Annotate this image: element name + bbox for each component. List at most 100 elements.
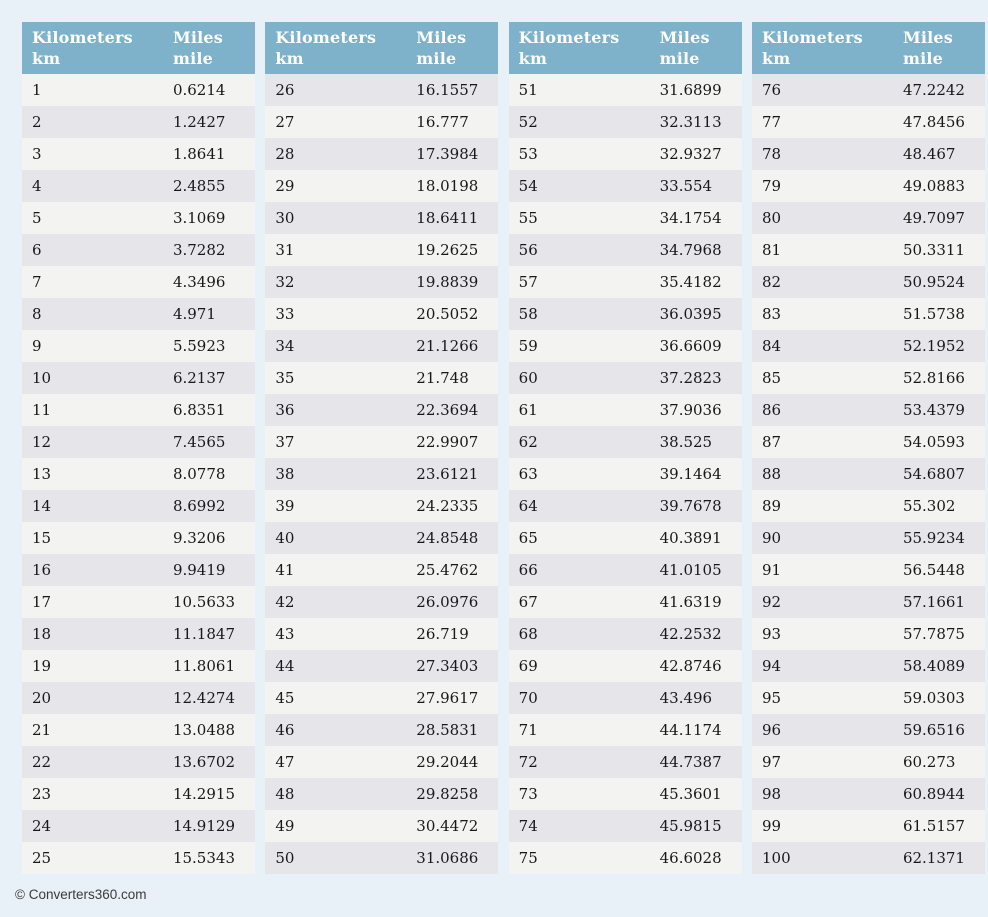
table-row: 97 60.273 (751, 746, 985, 778)
miles-value: 32.9327 (659, 145, 722, 163)
km-value: 23 (32, 785, 52, 803)
miles-value: 22.3694 (416, 401, 479, 419)
table-row: 87 54.0593 (751, 426, 985, 458)
miles-value: 45.9815 (659, 817, 722, 835)
table-row: 53 32.9327 (508, 138, 742, 170)
km-value: 93 (761, 625, 782, 643)
table-row: 58 36.0395 (508, 298, 742, 330)
km-value: 90 (761, 529, 782, 547)
km-value: 52 (518, 113, 538, 131)
table-row: 95 59.0303 (751, 682, 985, 714)
km-value: 92 (761, 593, 782, 611)
miles-value: 21.748 (416, 369, 469, 387)
table-row: 30 18.6411 (265, 202, 499, 234)
miles-value: 62.1371 (902, 849, 965, 867)
km-value: 61 (518, 401, 538, 419)
miles-value: 50.9524 (902, 273, 965, 291)
table-row: 39 24.2335 (265, 490, 499, 522)
table-row: 37 22.9907 (265, 426, 499, 458)
table-row: 59 36.6609 (508, 330, 742, 362)
km-value: 21 (32, 721, 52, 739)
table-row: 75 46.6028 (508, 842, 742, 874)
kilometers-label: Kilometers (761, 28, 863, 47)
table-row: 10 6.2137 (22, 362, 255, 394)
table-row: 85 52.8166 (751, 362, 985, 394)
miles-value: 51.5738 (902, 305, 965, 323)
km-value: 84 (761, 337, 782, 355)
km-value: 98 (761, 785, 782, 803)
miles-value: 57.1661 (902, 593, 965, 611)
miles-value: 18.0198 (416, 177, 479, 195)
km-value: 46 (275, 721, 295, 739)
table-row: 48 29.8258 (265, 778, 499, 810)
table-row: 4 2.4855 (22, 170, 255, 202)
table-rows: 1 0.6214 2 1.2427 3 1.8641 4 2.4855 5 3.1069 6 3.72… (22, 74, 255, 874)
miles-value: 8.0778 (172, 465, 226, 483)
miles-value: 46.6028 (659, 849, 722, 867)
km-value: 68 (518, 625, 538, 643)
km-value: 88 (761, 465, 782, 483)
table-row: 76 47.2242 (751, 74, 985, 106)
miles-label: Miles (659, 28, 710, 47)
miles-value: 28.5831 (416, 721, 479, 739)
km-value: 63 (518, 465, 538, 483)
table-row: 7 4.3496 (22, 266, 255, 298)
miles-value: 50.3311 (902, 241, 965, 259)
table-row: 16 9.9419 (22, 554, 255, 586)
table-row: 9 5.5923 (22, 330, 255, 362)
km-value: 25 (32, 849, 52, 867)
miles-value: 29.2044 (416, 753, 479, 771)
table-row: 29 18.0198 (265, 170, 499, 202)
miles-value: 20.5052 (416, 305, 479, 323)
miles-value: 21.1266 (416, 337, 479, 355)
km-value: 27 (275, 113, 295, 131)
table-row: 51 31.6899 (508, 74, 742, 106)
km-value: 53 (518, 145, 538, 163)
kilometers-column-header: Kilometers km (509, 27, 650, 69)
table-row: 77 47.8456 (751, 106, 985, 138)
table-rows: 26 16.1557 27 16.777 28 17.3984 29 18.0198 30 18.… (265, 74, 499, 874)
km-value: 32 (275, 273, 295, 291)
table-row: 14 8.6992 (22, 490, 255, 522)
km-value: 39 (275, 497, 295, 515)
table-row: 26 16.1557 (265, 74, 499, 106)
kilometers-label: Kilometers (32, 28, 133, 47)
km-value: 18 (32, 625, 52, 643)
table-row: 49 30.4472 (265, 810, 499, 842)
miles-column-header: Miles mile (650, 27, 742, 69)
km-value: 50 (275, 849, 295, 867)
table-row: 13 8.0778 (22, 458, 255, 490)
table-row: 19 11.8061 (22, 650, 255, 682)
mile-unit-label: mile (902, 49, 944, 68)
km-value: 55 (518, 209, 538, 227)
table-rows: 51 31.6899 52 32.3113 53 32.9327 54 33.554 55 34.… (508, 74, 742, 874)
miles-value: 17.3984 (416, 145, 479, 163)
miles-value: 56.5448 (902, 561, 965, 579)
miles-value: 9.3206 (172, 529, 226, 547)
table-row: 67 41.6319 (508, 586, 742, 618)
miles-value: 59.0303 (902, 689, 965, 707)
km-value: 75 (518, 849, 538, 867)
table-row: 11 6.8351 (22, 394, 255, 426)
km-value: 31 (275, 241, 295, 259)
miles-value: 37.9036 (659, 401, 722, 419)
km-value: 36 (275, 401, 295, 419)
table-row: 78 48.467 (751, 138, 985, 170)
km-value: 20 (32, 689, 52, 707)
miles-value: 24.8548 (416, 529, 479, 547)
miles-value: 57.7875 (902, 625, 965, 643)
miles-value: 14.2915 (172, 785, 235, 803)
miles-value: 54.6807 (902, 465, 965, 483)
miles-value: 11.8061 (172, 657, 235, 675)
miles-value: 52.1952 (902, 337, 965, 355)
miles-value: 22.9907 (416, 433, 479, 451)
table-rows: 76 47.2242 77 47.8456 78 48.467 79 49.0883 80 49.… (751, 74, 985, 874)
km-value: 4 (32, 177, 42, 195)
miles-value: 60.273 (902, 753, 956, 771)
miles-value: 55.302 (902, 497, 956, 515)
km-value: 14 (32, 497, 52, 515)
table-row: 38 23.6121 (265, 458, 499, 490)
km-value: 40 (275, 529, 295, 547)
miles-value: 13.6702 (172, 753, 235, 771)
miles-value: 9.9419 (172, 561, 226, 579)
